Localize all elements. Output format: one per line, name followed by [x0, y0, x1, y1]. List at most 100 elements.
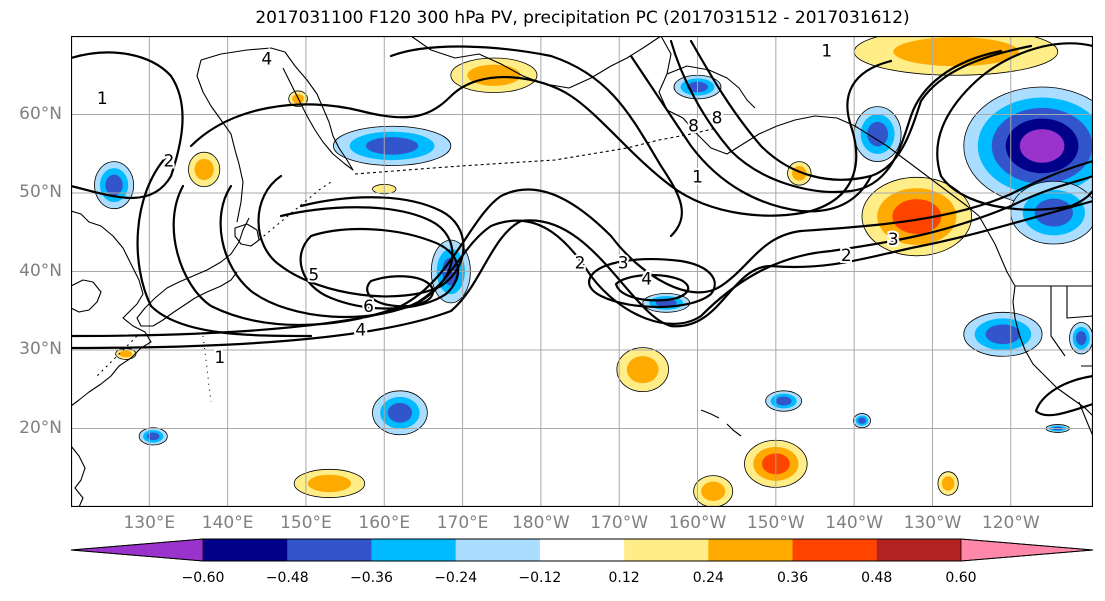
lon-label: 130°W [903, 513, 962, 533]
coast-hokkaido [234, 223, 260, 247]
precip-level [867, 121, 889, 147]
border-states [1050, 286, 1093, 367]
colorbar-bin [371, 539, 457, 561]
pv-contour-3-mid [587, 258, 716, 309]
precip-level [467, 64, 521, 86]
pv-contour-6 [366, 275, 434, 308]
pv-contour-east-low [1034, 374, 1093, 417]
contour-label: 2 [163, 152, 174, 172]
precip-positive-patch [853, 36, 1059, 76]
precip-positive-patch [861, 176, 973, 257]
pv-contour-4-mid [614, 273, 690, 302]
contour-label: 4 [355, 320, 366, 340]
precip-positive-patch [115, 348, 137, 360]
pv-contour-3 [172, 159, 1093, 327]
precip-level [105, 174, 123, 196]
precip-level [941, 476, 955, 491]
lat-label: 40°N [19, 260, 62, 281]
colorbar-tick-label: −0.12 [518, 570, 562, 586]
pv-contour-north-wave [189, 59, 893, 217]
colorbar-bin [455, 539, 541, 561]
lon-label: 130°E [123, 513, 176, 533]
contour-label: 6 [363, 297, 374, 317]
contour-label: 1 [692, 167, 703, 187]
pv-contours [71, 39, 1093, 417]
coast-japan [136, 217, 250, 327]
lat-label: 50°N [19, 182, 62, 202]
map-frame [71, 36, 1093, 507]
pv-contour-4-b [257, 174, 465, 298]
coast-okhotsk [196, 47, 286, 151]
coast-asia [71, 210, 152, 407]
islands-hawaii [700, 409, 742, 437]
contour-label: 2 [575, 254, 586, 274]
precip-level [365, 137, 419, 155]
coast-kamchatka [282, 51, 354, 171]
pv-contour-1-north [389, 45, 683, 238]
pv-contour-4-a [219, 184, 454, 319]
pv-contour-trough-3 [689, 39, 1033, 181]
precip-level [626, 356, 659, 384]
islands-aleutians [354, 127, 718, 175]
lon-label: 170°E [436, 513, 489, 533]
contour-label: 5 [308, 265, 319, 285]
precip-positive-patch [787, 161, 812, 186]
contour-label: 4 [261, 50, 272, 70]
coast-us-west [1012, 285, 1093, 417]
lon-label: 170°W [590, 513, 649, 533]
lon-label: 140°W [825, 513, 884, 533]
precip-level [1076, 331, 1087, 346]
precip-negative-patch [138, 427, 168, 446]
precip-negative-patch [852, 413, 871, 429]
precip-positive-patch [188, 151, 221, 188]
precip-level [1019, 129, 1065, 163]
colorbar-bin [708, 539, 794, 561]
colorbar-tick-label: 0.60 [945, 570, 977, 586]
colorbar-bin [539, 539, 625, 561]
precip-negative-patch [332, 125, 452, 166]
pv-contour-2-west [136, 154, 313, 338]
colorbar-extend-max [960, 538, 1094, 562]
precip-positive-patch [616, 347, 669, 393]
colorbar-tick-label: 0.48 [861, 570, 893, 586]
map-title: 2017031100 F120 300 hPa PV, precipitatio… [255, 8, 910, 28]
contour-label: 3 [888, 230, 899, 250]
lon-label: 150°E [280, 513, 332, 533]
lon-label: 140°E [201, 513, 254, 533]
coast-bc [978, 215, 1016, 287]
precip-level [194, 158, 214, 181]
colorbar-tick-label: 0.36 [776, 570, 809, 586]
colorbar-tick-label: −0.60 [181, 570, 225, 586]
precip-level [307, 474, 352, 493]
graticule [71, 36, 1093, 507]
pv-contour-trough-2 [669, 39, 1003, 193]
precip-negative-patch [372, 390, 428, 436]
precip-negative-patch [963, 311, 1043, 357]
colorbar-bin [287, 539, 372, 561]
lat-label: 30°N [19, 339, 62, 359]
colorbar-tick-label: 0.24 [692, 570, 724, 586]
lat-label: 60°N [19, 103, 62, 124]
precip-level [858, 417, 866, 424]
precip-level [985, 324, 1021, 345]
precip-level [119, 350, 133, 358]
coast-sakhalin [234, 149, 244, 223]
precip-level [892, 199, 942, 234]
precip-level [775, 396, 792, 406]
colorbar [70, 538, 1094, 562]
lon-label: 150°W [746, 513, 805, 533]
pv-contour-5 [299, 227, 460, 310]
precip-positive-patch [293, 468, 366, 498]
lat-label: 20°N [19, 417, 62, 438]
precip-negative-patch [853, 106, 902, 163]
pv-contour-trough-1 [629, 54, 873, 213]
lon-label: 160°W [668, 513, 727, 533]
colorbar-bin [203, 539, 288, 561]
islands-kurils [258, 181, 332, 241]
colorbar-tick-label: −0.48 [265, 570, 309, 586]
contour-label: 3 [618, 254, 629, 274]
lon-label: 120°W [981, 513, 1040, 533]
precip-negative-patch [94, 161, 135, 210]
pv-contour-east-loop [936, 42, 1093, 211]
